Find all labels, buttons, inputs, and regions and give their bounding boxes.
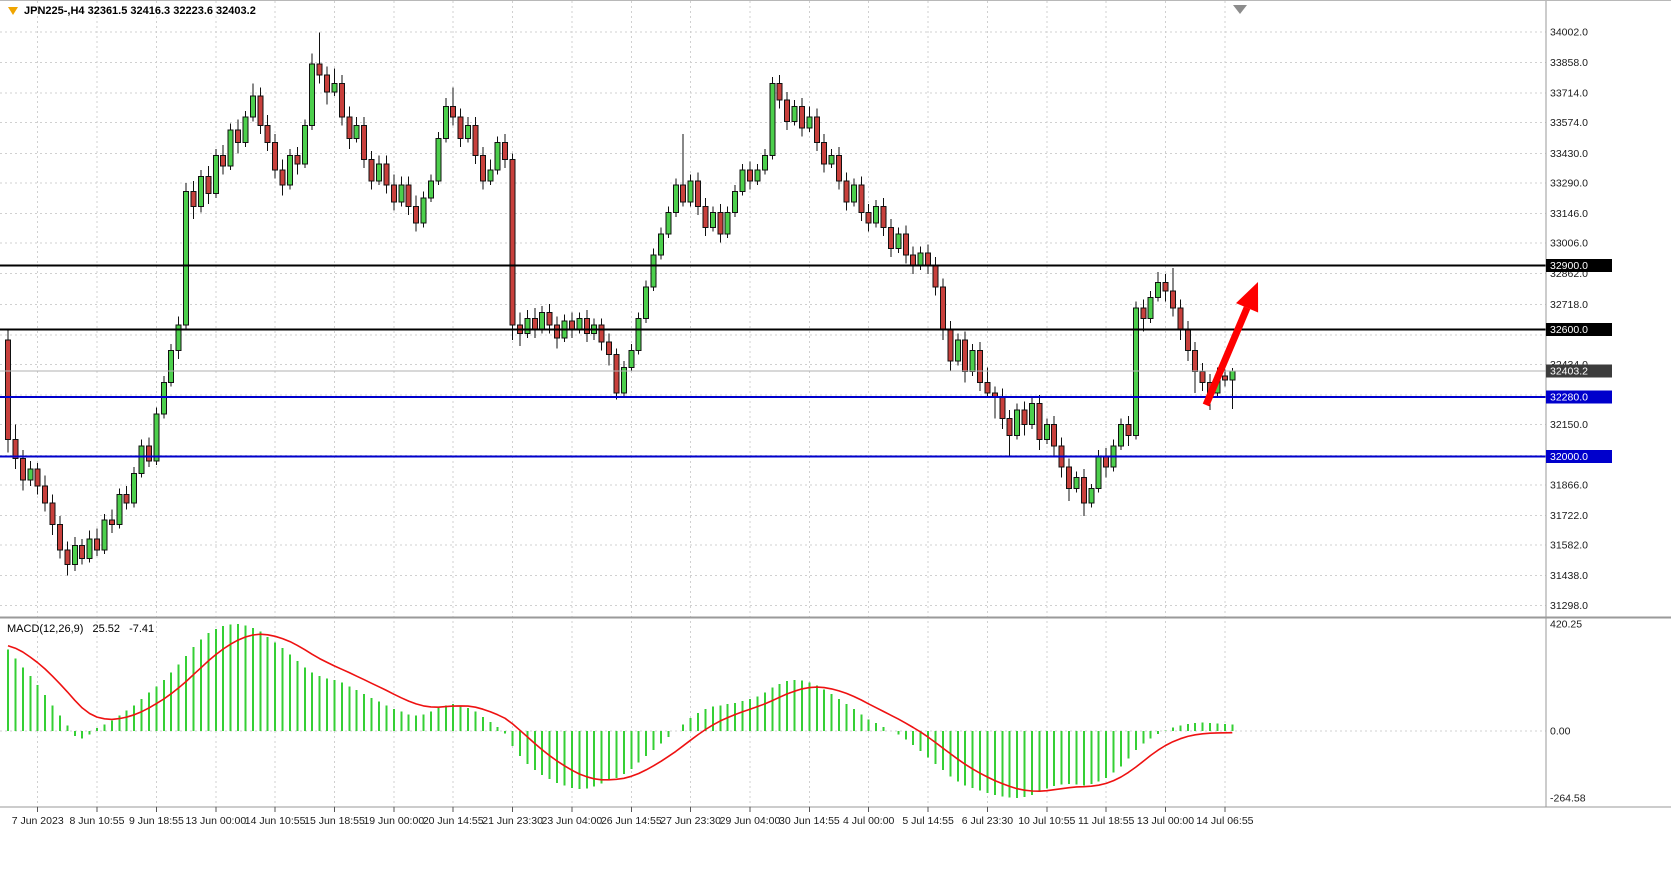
chart-title: JPN225-,H4 32361.5 32416.3 32223.6 32403…	[8, 5, 256, 17]
svg-text:33574.0: 33574.0	[1550, 117, 1588, 129]
svg-text:14 Jun 10:55: 14 Jun 10:55	[245, 815, 306, 827]
bid-price-badge: 32403.2	[1546, 364, 1612, 378]
svg-text:21 Jun 23:30: 21 Jun 23:30	[482, 815, 543, 827]
macd-axis-label: -264.58	[1550, 793, 1586, 805]
macd-signal-line	[7, 633, 1233, 793]
symbol-marker-icon	[8, 7, 18, 15]
svg-text:31298.0: 31298.0	[1550, 600, 1588, 612]
svg-text:33714.0: 33714.0	[1550, 88, 1588, 100]
svg-text:6 Jul 23:30: 6 Jul 23:30	[962, 815, 1014, 827]
svg-text:7 Jun 2023: 7 Jun 2023	[12, 815, 64, 827]
time-axis-labels: 7 Jun 2023 8 Jun 10:55 9 Jun 18:55 13 Jun 0…	[12, 807, 1254, 827]
svg-text:5 Jul 14:55: 5 Jul 14:55	[902, 815, 954, 827]
svg-text:33146.0: 33146.0	[1550, 208, 1588, 220]
svg-text:20 Jun 14:55: 20 Jun 14:55	[423, 815, 484, 827]
macd-indicator-label: MACD(12,26,9) 25.52 -7.41	[7, 623, 160, 635]
svg-text:32718.0: 32718.0	[1550, 299, 1588, 311]
svg-text:31866.0: 31866.0	[1550, 479, 1588, 491]
svg-text:30 Jun 14:55: 30 Jun 14:55	[779, 815, 840, 827]
macd-signal-value: -7.41	[129, 623, 155, 635]
svg-text:10 Jul 10:55: 10 Jul 10:55	[1018, 815, 1075, 827]
svg-text:33858.0: 33858.0	[1550, 57, 1588, 69]
svg-text:32600.0: 32600.0	[1550, 324, 1588, 336]
svg-text:11 Jul 18:55: 11 Jul 18:55	[1078, 815, 1135, 827]
svg-text:13 Jul 00:00: 13 Jul 00:00	[1137, 815, 1194, 827]
svg-text:33430.0: 33430.0	[1550, 148, 1588, 160]
macd-value: 25.52	[92, 623, 121, 635]
svg-text:31722.0: 31722.0	[1550, 510, 1588, 522]
svg-text:4 Jul 00:00: 4 Jul 00:00	[843, 815, 895, 827]
macd-axis-label: 420.25	[1550, 619, 1582, 631]
svg-text:19 Jun 00:00: 19 Jun 00:00	[363, 815, 424, 827]
price-badge-32000.0: 32000.0	[1546, 450, 1612, 463]
macd-histogram	[7, 624, 1234, 798]
svg-text:31582.0: 31582.0	[1550, 540, 1588, 552]
price-badge-32280.0: 32280.0	[1546, 390, 1612, 404]
svg-text:26 Jun 14:55: 26 Jun 14:55	[601, 815, 662, 827]
svg-text:33290.0: 33290.0	[1550, 178, 1588, 190]
svg-text:31438.0: 31438.0	[1550, 570, 1588, 582]
price-badge-32600.0: 32600.0	[1546, 322, 1612, 336]
svg-text:15 Jun 18:55: 15 Jun 18:55	[304, 815, 365, 827]
macd-name: MACD(12,26,9)	[7, 623, 84, 635]
trend-arrow[interactable]	[1202, 282, 1259, 407]
price-badge-32900.0: 32900.0	[1546, 259, 1612, 273]
svg-text:32280.0: 32280.0	[1550, 392, 1588, 404]
svg-text:32900.0: 32900.0	[1550, 260, 1588, 272]
svg-text:14 Jul 06:55: 14 Jul 06:55	[1196, 815, 1253, 827]
chart-title-text: JPN225-,H4 32361.5 32416.3 32223.6 32403…	[24, 5, 256, 17]
svg-text:32403.2: 32403.2	[1550, 366, 1588, 378]
svg-text:13 Jun 00:00: 13 Jun 00:00	[185, 815, 246, 827]
svg-text:32000.0: 32000.0	[1550, 451, 1588, 463]
svg-text:8 Jun 10:55: 8 Jun 10:55	[70, 815, 125, 827]
svg-text:27 Jun 23:30: 27 Jun 23:30	[660, 815, 721, 827]
svg-text:9 Jun 18:55: 9 Jun 18:55	[129, 815, 184, 827]
svg-text:29 Jun 04:00: 29 Jun 04:00	[720, 815, 781, 827]
svg-text:34002.0: 34002.0	[1550, 27, 1588, 39]
svg-text:32150.0: 32150.0	[1550, 419, 1588, 431]
svg-text:23 Jun 04:00: 23 Jun 04:00	[542, 815, 603, 827]
svg-text:33006.0: 33006.0	[1550, 238, 1588, 250]
macd-axis-label: 0.00	[1550, 725, 1571, 737]
price-axis-labels: 34002.0 33858.0 33714.0 33574.0 33430.0 33290…	[1550, 27, 1588, 612]
chart-shift-marker[interactable]	[1233, 5, 1247, 14]
